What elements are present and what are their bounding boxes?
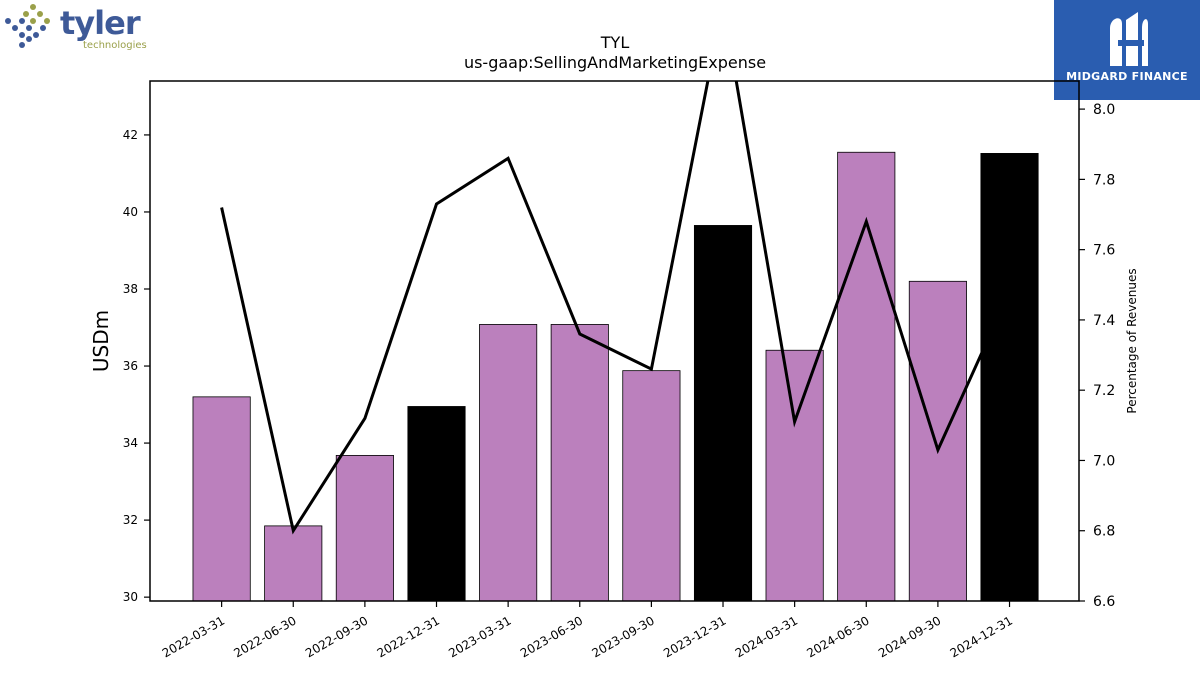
bar-2024-06-30 — [837, 151, 896, 602]
y2-tick-label: 7.8 — [1093, 172, 1115, 188]
y2-tick-label: 8.0 — [1093, 102, 1115, 118]
tyler-technologies-logo: tyler technologies — [4, 4, 154, 56]
y2-tick-label: 7.2 — [1093, 383, 1115, 399]
x-tick-label: 2023-09-30 — [589, 613, 656, 660]
bar-2022-12-31 — [407, 406, 466, 602]
x-tick-label: 2022-06-30 — [231, 613, 298, 660]
x-tick-label: 2023-12-31 — [661, 613, 728, 660]
x-tick-label: 2024-03-31 — [733, 613, 800, 660]
bar-2023-09-30 — [622, 370, 681, 602]
right-axis: 6.6 6.8 7.0 7.2 7.4 7.6 7.8 8.0 — [1079, 102, 1115, 610]
midgard-mark-icon — [1110, 12, 1148, 66]
midgard-logo-name: MIDGARD FINANCE — [1066, 70, 1188, 83]
tyler-logo-word: tyler — [60, 4, 141, 42]
line-path — [220, 81, 1011, 535]
left-axis: 30 32 34 36 38 40 42 — [123, 128, 150, 604]
bar-2024-12-31 — [980, 153, 1039, 602]
bar-series — [192, 151, 1039, 602]
tyler-logo-sub: technologies — [83, 40, 147, 51]
y2-tick-label: 7.0 — [1093, 453, 1115, 469]
y2-axis-label: Percentage of Revenues — [1125, 268, 1139, 413]
x-tick-label: 2024-12-31 — [948, 613, 1015, 660]
bar-2023-12-31 — [693, 225, 753, 602]
y-tick-label: 40 — [123, 205, 138, 219]
bar-2022-06-30 — [264, 525, 323, 602]
y2-tick-label: 7.4 — [1093, 313, 1115, 329]
bar-2023-03-31 — [479, 324, 538, 602]
chart-title: TYL — [600, 33, 630, 52]
bar-2023-06-30 — [550, 324, 609, 602]
x-tick-label: 2023-03-31 — [446, 613, 513, 660]
bar-2022-03-31 — [192, 396, 251, 602]
y-tick-label: 30 — [123, 590, 138, 604]
bar-2024-09-30 — [908, 280, 967, 602]
x-axis: 2022-03-31 2022-06-30 2022-09-30 2022-12-31… — [160, 601, 1015, 660]
y-tick-label: 32 — [123, 513, 138, 527]
x-tick-label: 2022-12-31 — [375, 613, 442, 660]
y2-tick-label: 6.8 — [1093, 524, 1115, 540]
y-tick-label: 34 — [123, 436, 138, 450]
y2-tick-label: 7.6 — [1093, 243, 1115, 259]
x-tick-label: 2022-09-30 — [303, 613, 370, 660]
y2-tick-label: 6.6 — [1093, 594, 1115, 610]
y-tick-label: 36 — [123, 359, 138, 373]
x-tick-label: 2023-06-30 — [518, 613, 585, 660]
line-series — [220, 81, 1011, 535]
chart-subtitle: us-gaap:SellingAndMarketingExpense — [464, 53, 766, 72]
x-tick-label: 2022-03-31 — [160, 613, 227, 660]
plot-frame — [149, 80, 1080, 602]
bar-2024-03-31 — [765, 349, 824, 602]
y-tick-label: 38 — [123, 282, 138, 296]
bar-2022-09-30 — [335, 454, 394, 602]
y-tick-label: 42 — [123, 128, 138, 142]
x-tick-label: 2024-06-30 — [804, 613, 871, 660]
x-tick-label: 2024-09-30 — [876, 613, 943, 660]
y-axis-label: USDm — [89, 310, 113, 372]
tyler-dots-icon — [5, 4, 50, 48]
